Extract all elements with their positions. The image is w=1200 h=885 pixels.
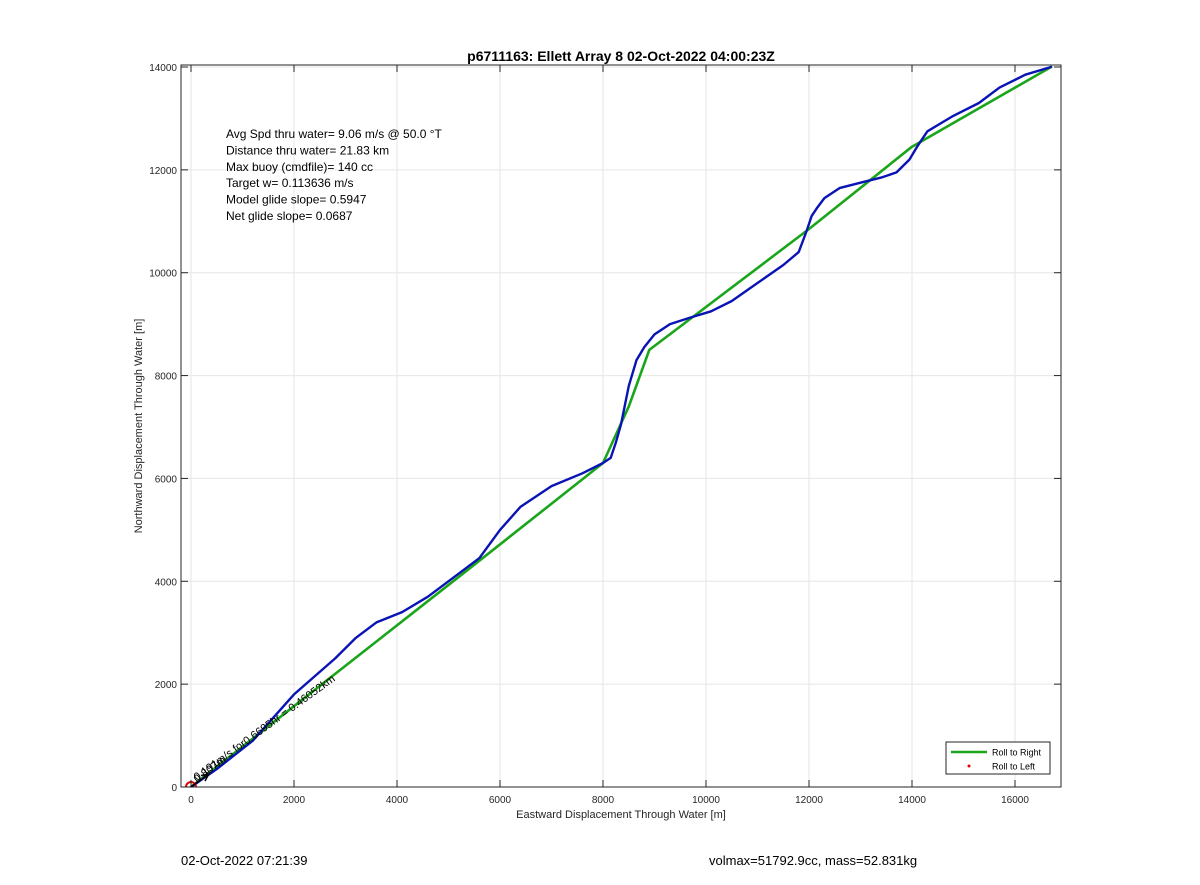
y-tick-label-0: 0 <box>171 783 177 794</box>
legend-label-0: Roll to Right <box>992 748 1042 758</box>
chart-title: p6711163: Ellett Array 8 02-Oct-2022 04:… <box>467 48 775 64</box>
x-tick-label-8: 16000 <box>1001 795 1029 806</box>
x-tick-label-4: 8000 <box>592 795 615 806</box>
y-tick-label-2: 4000 <box>155 577 178 588</box>
arrow-head <box>200 773 211 782</box>
y-axis-ticks: 0 2000 4000 6000 8000 10000 12000 14000 <box>149 63 1061 794</box>
annotation-line-4: Model glide slope= 0.5947 <box>226 193 367 207</box>
axes-frame <box>180 64 1062 788</box>
legend-swatch-1 <box>967 764 971 768</box>
x-tick-label-7: 14000 <box>898 795 926 806</box>
footer-volmax-mass: volmax=51792.9cc, mass=52.831kg <box>709 853 918 868</box>
annotation-line-0: Avg Spd thru water= 9.06 m/s @ 50.0 °T <box>226 127 443 141</box>
legend-label-1: Roll to Left <box>992 762 1036 772</box>
y-tick-label-1: 2000 <box>155 680 178 691</box>
legend-box <box>945 741 1051 775</box>
x-tick-label-5: 10000 <box>692 795 720 806</box>
x-tick-label-0: 0 <box>188 795 194 806</box>
x-axis-label: Eastward Displacement Through Water [m] <box>516 809 726 821</box>
series-line-1 <box>189 65 1053 787</box>
x-tick-label-1: 2000 <box>283 795 306 806</box>
x-tick-label-6: 12000 <box>795 795 823 806</box>
y-axis-label: Northward Displacement Through Water [m] <box>133 319 145 534</box>
y-tick-label-6: 12000 <box>149 166 177 177</box>
x-tick-label-2: 4000 <box>386 795 409 806</box>
annotation-line-5: Net glide slope= 0.0687 <box>226 209 353 223</box>
grid-lines <box>181 65 1061 788</box>
y-tick-label-5: 10000 <box>149 269 177 280</box>
x-axis-ticks: 0 2000 4000 6000 8000 10000 12000 14000 16000 <box>188 65 1029 806</box>
arrow-shaft <box>190 773 210 788</box>
footer-timestamp: 02-Oct-2022 07:21:39 <box>181 853 308 868</box>
series-line-0 <box>189 65 1053 787</box>
annotation-block: Avg Spd thru water= 9.06 m/s @ 50.0 °T Di… <box>226 127 443 223</box>
y-tick-label-4: 8000 <box>155 372 178 383</box>
annotation-line-3: Target w= 0.113636 m/s <box>226 176 354 190</box>
annotation-line-2: Max buoy (cmdfile)= 140 cc <box>226 160 373 174</box>
x-tick-label-3: 6000 <box>489 795 512 806</box>
y-tick-label-3: 6000 <box>155 474 178 485</box>
y-tick-label-7: 14000 <box>149 63 177 74</box>
legend: Roll to Right Roll to Left <box>945 741 1051 775</box>
annotation-line-1: Distance thru water= 21.83 km <box>226 143 389 157</box>
